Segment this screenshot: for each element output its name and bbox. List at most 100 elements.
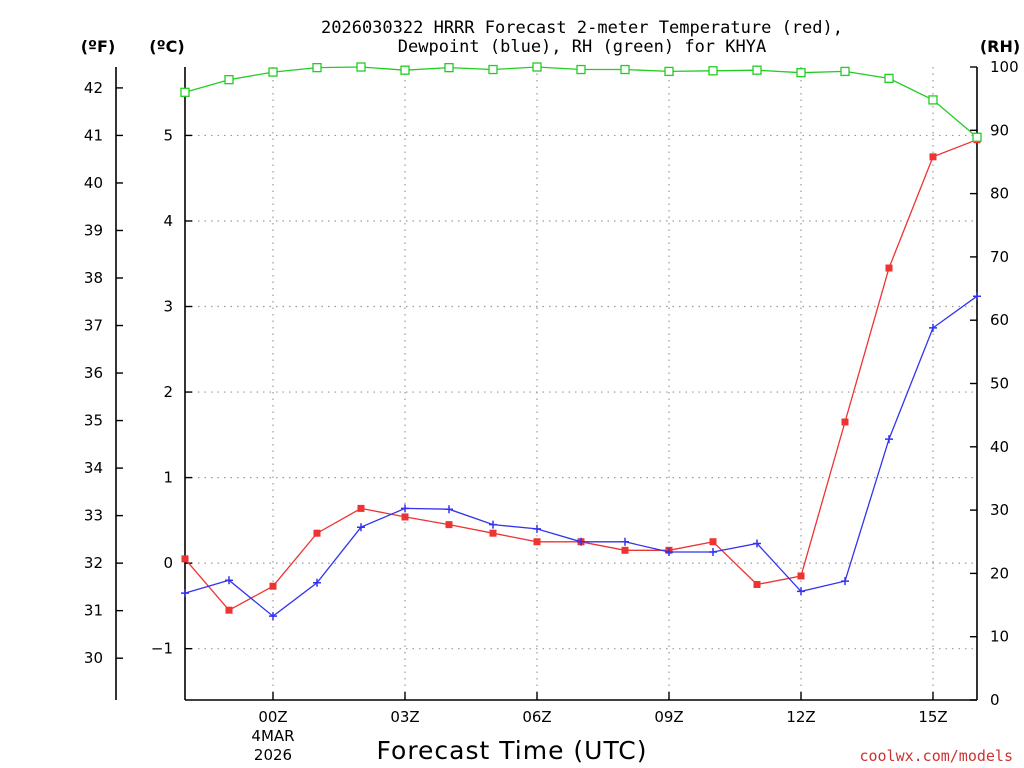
rh-data-point: [796, 68, 806, 78]
temperature-data-point: [401, 513, 409, 521]
fahrenheit-tick-label: 31: [84, 602, 103, 620]
fahrenheit-tick-label: 37: [84, 317, 103, 335]
rh-data-point: [708, 66, 718, 76]
temperature-data-point: [313, 529, 321, 537]
rh-data-point: [268, 67, 278, 77]
celsius-unit-label: (ºC): [149, 37, 184, 56]
chart-title-line1: 2026030322 HRRR Forecast 2-meter Tempera…: [321, 18, 843, 38]
rh-tick-label: 0: [990, 691, 1000, 709]
rh-tick-label: 20: [990, 564, 1009, 582]
dewpoint-data-point: [225, 576, 233, 585]
celsius-tick-label: 3: [163, 298, 173, 316]
rh-tick-label: 40: [990, 438, 1009, 456]
temperature-data-point: [269, 582, 277, 590]
dewpoint-data-point: [445, 505, 453, 514]
fahrenheit-unit-label: (ºF): [81, 37, 116, 56]
rh-data-point: [356, 62, 366, 72]
temperature-data-point: [225, 606, 233, 614]
rh-data-point: [928, 95, 938, 105]
dewpoint-data-point: [489, 520, 497, 529]
rh-data-point: [576, 64, 586, 75]
rh-data-point: [532, 62, 542, 72]
rh-data-point: [884, 73, 894, 84]
celsius-tick-label: 0: [163, 554, 173, 572]
dewpoint-data-point: [797, 587, 805, 596]
x-tick-label: 12Z: [786, 708, 815, 726]
celsius-tick-label: 1: [163, 469, 173, 487]
rh-data-point: [752, 65, 762, 75]
fahrenheit-tick-label: 32: [84, 554, 103, 572]
x-tick-sublabel-date: 4MAR: [251, 727, 294, 745]
rh-tick-label: 80: [990, 185, 1009, 203]
fahrenheit-tick-label: 36: [84, 364, 103, 382]
fahrenheit-tick-label: 42: [84, 79, 103, 97]
rh-data-point: [620, 64, 630, 75]
credit-label: coolwx.com/models: [859, 747, 1013, 765]
temperature-data-point: [181, 555, 189, 563]
rh-tick-label: 70: [990, 248, 1009, 266]
dewpoint-data-point: [401, 504, 409, 513]
fahrenheit-tick-label: 41: [84, 126, 103, 144]
rh-series-line: [184, 66, 978, 138]
x-tick-label: 09Z: [654, 708, 683, 726]
fahrenheit-tick-label: 39: [84, 221, 103, 239]
dewpoint-data-point: [533, 524, 541, 533]
temperature-data-point: [709, 538, 717, 546]
dewpoint-data-point: [665, 548, 673, 557]
rh-data-point: [488, 64, 498, 75]
x-tick-label: 00Z: [258, 708, 287, 726]
dewpoint-data-point: [577, 537, 585, 546]
temperature-data-point: [445, 521, 453, 529]
temperature-data-point: [797, 572, 805, 580]
dewpoint-data-point: [929, 323, 937, 332]
temperature-data-point: [489, 529, 497, 537]
dewpoint-data-point: [357, 523, 365, 532]
rh-data-point: [444, 62, 454, 73]
dewpoint-data-point: [621, 537, 629, 546]
fahrenheit-tick-label: 34: [84, 459, 103, 477]
rh-tick-label: 10: [990, 628, 1009, 646]
fahrenheit-tick-label: 35: [84, 412, 103, 430]
fahrenheit-tick-label: 38: [84, 269, 103, 287]
celsius-tick-label: 4: [163, 212, 173, 230]
rh-data-point: [400, 65, 410, 75]
celsius-tick-label: 5: [163, 126, 173, 144]
rh-data-point: [664, 66, 674, 77]
rh-tick-label: 90: [990, 121, 1009, 139]
chart-title-line2: Dewpoint (blue), RH (green) for KHYA: [398, 37, 766, 57]
temperature-data-point: [841, 418, 849, 426]
dewpoint-data-point: [181, 589, 189, 598]
rh-tick-label: 100: [990, 58, 1019, 76]
dewpoint-data-point: [753, 539, 761, 548]
rh-data-point: [972, 132, 982, 142]
dewpoint-data-point: [269, 612, 277, 621]
rh-data-point: [312, 62, 322, 73]
temperature-data-point: [753, 581, 761, 589]
rh-unit-label: (RH): [980, 37, 1020, 56]
celsius-tick-label: −1: [151, 640, 173, 658]
rh-data-point: [180, 87, 190, 97]
rh-tick-label: 50: [990, 375, 1009, 393]
temperature-data-point: [533, 538, 541, 546]
x-tick-label: 06Z: [522, 708, 551, 726]
dewpoint-data-point: [841, 577, 849, 586]
x-tick-sublabel-year: 2026: [254, 746, 292, 764]
fahrenheit-tick-label: 33: [84, 507, 103, 525]
x-tick-label: 15Z: [918, 708, 947, 726]
celsius-tick-label: 2: [163, 383, 173, 401]
fahrenheit-tick-label: 40: [84, 174, 103, 192]
temperature-data-point: [929, 153, 937, 161]
rh-data-point: [224, 75, 234, 85]
x-tick-label: 03Z: [390, 708, 419, 726]
dewpoint-data-point: [313, 578, 321, 587]
dewpoint-series-line: [184, 295, 978, 618]
rh-data-point: [840, 66, 850, 77]
dewpoint-data-point: [709, 548, 717, 557]
fahrenheit-tick-label: 30: [84, 649, 103, 667]
x-axis-label: Forecast Time (UTC): [377, 736, 648, 765]
dewpoint-data-point: [885, 435, 893, 444]
plot-frame: [115, 66, 978, 701]
series-layer: [180, 62, 982, 621]
